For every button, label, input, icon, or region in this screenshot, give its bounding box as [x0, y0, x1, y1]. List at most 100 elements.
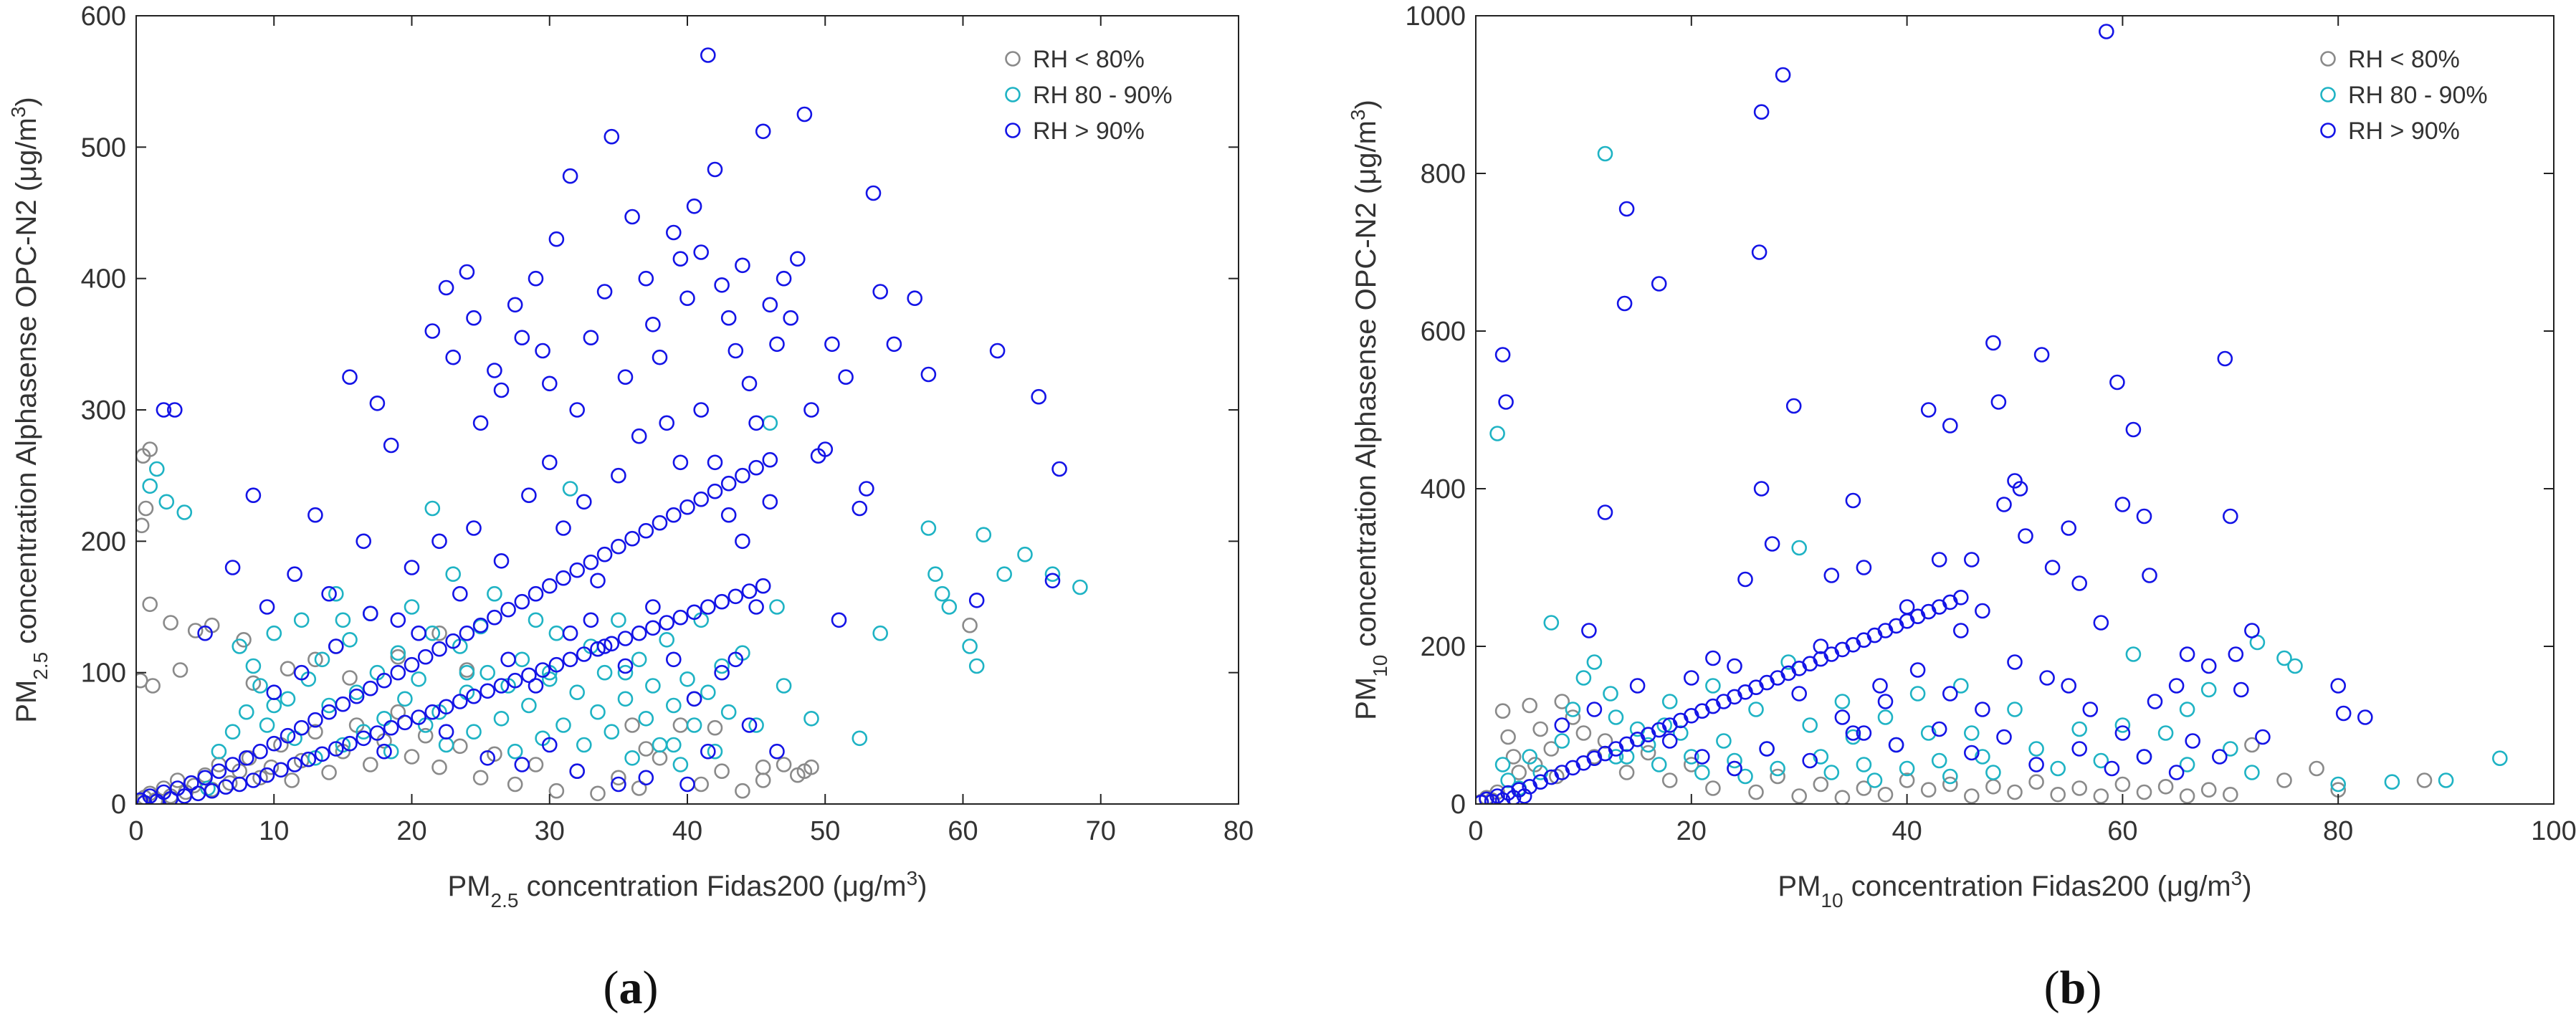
- data-point: [859, 481, 874, 497]
- data-point: [321, 704, 337, 720]
- data-point: [142, 478, 158, 494]
- data-point: [672, 251, 689, 267]
- x-tick-label: 60: [948, 816, 978, 846]
- data-point: [2114, 497, 2131, 512]
- data-point: [631, 651, 647, 668]
- data-point: [1909, 662, 1926, 678]
- data-point: [714, 664, 730, 681]
- data-point: [487, 585, 502, 602]
- data-point: [362, 680, 378, 697]
- data-point: [624, 209, 640, 225]
- data-point: [1813, 776, 1829, 793]
- x-tick-label: 60: [2107, 816, 2137, 846]
- data-point: [431, 759, 447, 775]
- data-point: [224, 560, 241, 575]
- data-point: [307, 651, 323, 668]
- legend-label: RH 80 - 90%: [1033, 82, 1173, 109]
- data-point: [700, 599, 716, 615]
- data-point: [348, 684, 365, 701]
- data-point: [1888, 737, 1904, 753]
- data-point: [1727, 752, 1742, 769]
- data-point: [521, 487, 537, 504]
- data-point: [2044, 560, 2061, 575]
- data-point: [1672, 725, 1689, 741]
- x-tick-label: 0: [1468, 816, 1483, 846]
- data-point: [1694, 765, 1710, 780]
- data-point: [596, 664, 613, 681]
- data-point: [356, 730, 372, 747]
- data-point: [1872, 678, 1888, 694]
- data-point: [1651, 276, 1667, 292]
- data-point: [714, 277, 730, 293]
- data-point: [796, 106, 813, 123]
- x-axis-label: PM2.5 concentration Fidas200 (μg/m3): [448, 867, 927, 911]
- data-point: [2416, 772, 2433, 788]
- data-point: [424, 323, 441, 339]
- data-point: [431, 625, 447, 641]
- data-point: [968, 658, 985, 674]
- data-point: [1522, 697, 1538, 714]
- y-tick-label: 400: [81, 264, 126, 295]
- data-point: [2200, 782, 2217, 798]
- data-point: [1770, 760, 1785, 777]
- data-point: [1618, 749, 1635, 765]
- data-point: [142, 596, 158, 613]
- data-point: [280, 661, 296, 677]
- data-point: [783, 310, 798, 326]
- data-point: [493, 678, 510, 694]
- data-point: [548, 231, 565, 247]
- data-point: [686, 691, 702, 707]
- data-point: [1931, 752, 1947, 769]
- data-point: [1975, 749, 1990, 765]
- data-point: [720, 310, 737, 326]
- data-point: [693, 402, 710, 418]
- data-point: [803, 402, 819, 418]
- data-points: [1476, 24, 2508, 804]
- data-point: [197, 625, 213, 641]
- data-point: [1909, 686, 1926, 702]
- data-point: [2012, 481, 2028, 497]
- data-point: [2276, 772, 2292, 788]
- data-point: [521, 667, 537, 684]
- data-point: [528, 585, 544, 602]
- data-point: [604, 724, 620, 740]
- data-point: [2179, 788, 2195, 804]
- data-point: [707, 743, 723, 760]
- panel-label: (b): [2044, 962, 2102, 1014]
- data-point: [1791, 540, 1808, 556]
- data-point: [2099, 24, 2114, 39]
- data-point: [679, 499, 695, 515]
- data-point: [238, 750, 254, 766]
- data-point: [2082, 702, 2099, 717]
- data-point: [376, 743, 392, 760]
- data-point: [1856, 757, 1872, 772]
- data-point: [617, 369, 634, 386]
- data-point: [748, 717, 764, 733]
- data-point: [686, 604, 702, 621]
- data-point: [1737, 768, 1753, 785]
- data-point: [335, 612, 351, 628]
- x-tick-label: 0: [128, 816, 143, 846]
- data-point: [576, 494, 592, 510]
- data-point: [590, 704, 606, 720]
- data-point: [665, 697, 682, 714]
- data-point: [562, 481, 578, 497]
- data-point: [472, 415, 489, 431]
- data-point: [383, 437, 399, 454]
- data-point: [390, 664, 406, 681]
- data-point: [714, 593, 730, 610]
- data-point: [548, 782, 565, 799]
- data-point: [293, 612, 310, 628]
- label-part-post: concentration Fidas200 (μg/m: [1843, 871, 2231, 902]
- y-tick-label: 1000: [1405, 1, 1466, 32]
- data-point: [145, 678, 161, 694]
- data-point: [404, 599, 420, 615]
- data-point: [2330, 678, 2346, 694]
- data-point: [466, 520, 482, 536]
- data-point: [569, 763, 586, 779]
- data-point: [1603, 686, 1618, 702]
- data-point: [638, 270, 654, 287]
- data-point: [941, 599, 958, 615]
- legend: RH < 80% RH 80 - 90% RH > 90%: [1005, 46, 1173, 145]
- data-point: [741, 717, 758, 733]
